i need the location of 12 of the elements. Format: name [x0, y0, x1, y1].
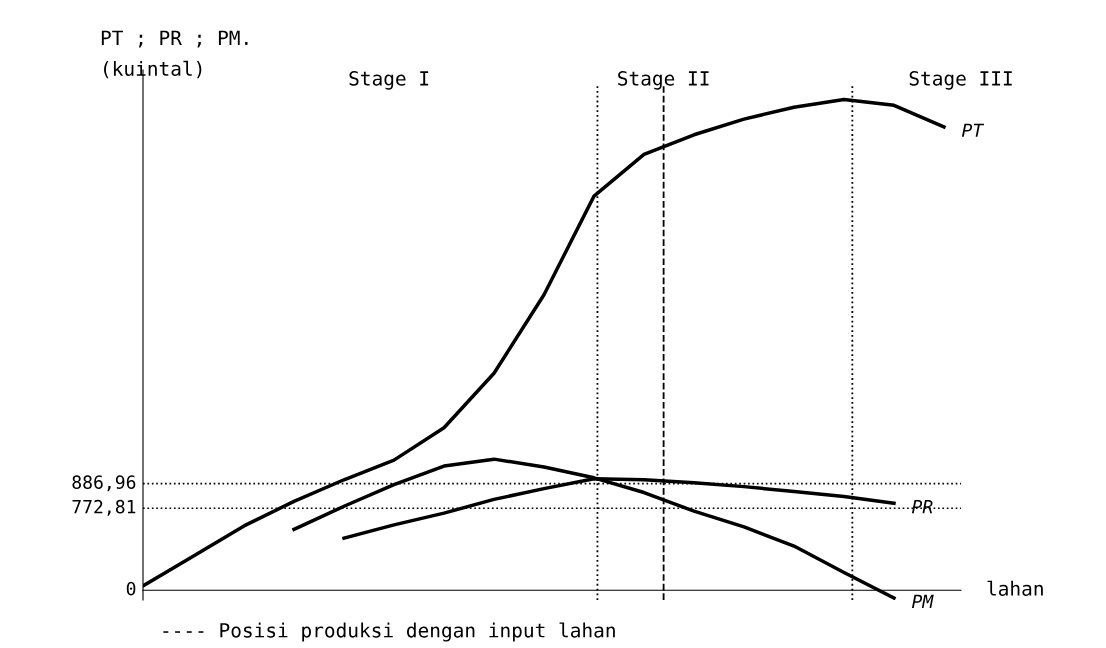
series-label: PM — [911, 594, 934, 608]
text: Stage I — [349, 71, 429, 90]
series-label: PT — [961, 123, 985, 137]
text: 886,96 — [72, 475, 136, 492]
text: 0 — [126, 581, 136, 596]
series-label: PR — [911, 500, 933, 514]
y-axis-title: PT ; PR ; PM. (kuintal) — [101, 30, 248, 79]
text: 772,81 — [72, 499, 136, 516]
x-axis-title: lahan — [987, 580, 1043, 596]
text: Stage III — [909, 71, 1012, 90]
text: Stage II — [618, 71, 709, 90]
text: ---- Posisi produksi dengan input lahan — [163, 622, 615, 642]
